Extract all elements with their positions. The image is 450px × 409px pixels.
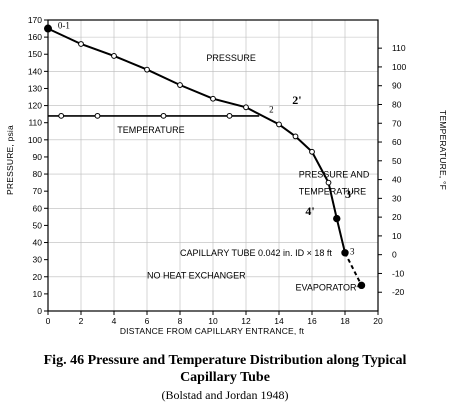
y-tick-label-left: 30 [33, 255, 43, 265]
labels: 0-1 2 3 4 2' 3' 4' PRESSURE TEMPERATURE PRESSURE … [58, 21, 370, 293]
y-tick-label-left: 80 [33, 169, 43, 179]
point-label-prime: 3' [345, 187, 354, 201]
y-tick-label-right: 30 [392, 193, 402, 203]
x-tick-label: 20 [373, 316, 383, 326]
temperature-point [94, 112, 101, 119]
ticks: 0 2 4 6 8 10 12 14 16 18 2001020304050607080901001… [28, 15, 407, 326]
y-tick-label-right: 70 [392, 118, 402, 128]
pressure-line [47, 27, 346, 254]
point-label-prime: 2' [292, 93, 301, 107]
y-tick-label-left: 40 [33, 238, 43, 248]
annotation: NO HEAT EXCHANGER [147, 270, 246, 280]
annotation: PRESSURE AND [299, 169, 370, 179]
x-tick-label: 14 [274, 316, 284, 326]
figure-caption-source: (Bolstad and Jordan 1948) [161, 388, 289, 402]
x-tick-label: 2 [79, 316, 84, 326]
point-label: 0-1 [58, 21, 70, 31]
x-tick-label: 4 [112, 316, 117, 326]
point-label: 3 [350, 247, 355, 257]
point-label: 2 [269, 104, 274, 114]
annotation: TEMPERATURE [299, 187, 366, 197]
y-tick-label-left: 120 [28, 101, 42, 111]
x-tick-label: 6 [145, 316, 150, 326]
y-axis-title-right: TEMPERATURE, °F [438, 110, 448, 190]
y-tick-label-right: 90 [392, 81, 402, 91]
y-tick-label-left: 100 [28, 135, 42, 145]
y-tick-label-right: 20 [392, 212, 402, 222]
y-tick-label-left: 150 [28, 49, 42, 59]
annotation: EVAPORATOR [296, 282, 358, 292]
x-axis-title: DISTANCE FROM CAPILLARY ENTRANCE, ft [120, 326, 305, 336]
y-tick-label-left: 60 [33, 203, 43, 213]
pressure-point [243, 104, 249, 111]
figure-caption-line1: Fig. 46 Pressure and Temperature Distrib… [43, 353, 407, 368]
x-tick-label: 16 [307, 316, 317, 326]
y-tick-label-right: 10 [392, 231, 402, 241]
annotation: TEMPERATURE [117, 125, 184, 135]
point-label: 4 [357, 281, 362, 291]
annotation: CAPILLARY TUBE 0.042 in. ID × 18 ft [180, 248, 332, 258]
pressure-point [341, 249, 349, 257]
y-tick-label-left: 130 [28, 83, 42, 93]
y-tick-label-right: -20 [392, 287, 405, 297]
pressure-point [177, 82, 183, 88]
y-tick-label-left: 0 [37, 306, 42, 316]
y-tick-label-right: 40 [392, 175, 402, 185]
y-tick-label-left: 140 [28, 66, 42, 76]
y-tick-label-right: -10 [392, 268, 405, 278]
grid [47, 19, 379, 312]
point-label-prime: 4' [305, 204, 314, 218]
y-tick-label-left: 90 [33, 152, 43, 162]
pressure-point [333, 214, 341, 223]
y-tick-label-left: 110 [28, 118, 42, 128]
y-tick-label-left: 70 [33, 186, 43, 196]
pressure-point [111, 53, 117, 59]
x-tick-label: 18 [340, 316, 350, 326]
y-tick-label-right: 110 [392, 43, 406, 53]
x-tick-label: 0 [46, 316, 51, 326]
temperature-point [226, 112, 233, 119]
pressure-point [357, 281, 366, 290]
y-tick-label-left: 160 [28, 32, 42, 42]
x-tick-label: 10 [208, 316, 218, 326]
pressure-line-dashed [344, 252, 363, 286]
pressure-point [276, 121, 282, 128]
chart: 0 2 4 6 8 10 12 14 16 18 2001020304050607080901001… [5, 15, 448, 336]
pressure-point [210, 95, 216, 102]
series [44, 24, 366, 290]
y-tick-label-right: 100 [392, 62, 406, 72]
x-tick-label: 12 [241, 316, 251, 326]
annotation: PRESSURE [206, 53, 256, 63]
y-tick-label-left: 10 [33, 289, 43, 299]
x-tick-label: 8 [178, 316, 183, 326]
pressure-point [325, 179, 332, 186]
pressure-point [144, 66, 150, 73]
y-tick-label-right: 50 [392, 156, 402, 166]
y-tick-label-right: 60 [392, 137, 402, 147]
y-axis-title-left: PRESSURE, psia [5, 125, 15, 195]
y-tick-label-right: 80 [392, 99, 402, 109]
start-point [44, 24, 52, 33]
y-tick-label-left: 170 [28, 15, 42, 25]
pressure-point [292, 133, 299, 140]
y-tick-label-right: 0 [392, 250, 397, 260]
y-tick-label-left: 50 [33, 220, 43, 230]
figure-caption-line2: Capillary Tube [180, 370, 270, 385]
temperature-point [58, 112, 65, 119]
temperature-point [160, 112, 167, 119]
y-tick-label-left: 20 [33, 272, 43, 282]
pressure-point [309, 148, 315, 155]
pressure-point [78, 41, 84, 47]
